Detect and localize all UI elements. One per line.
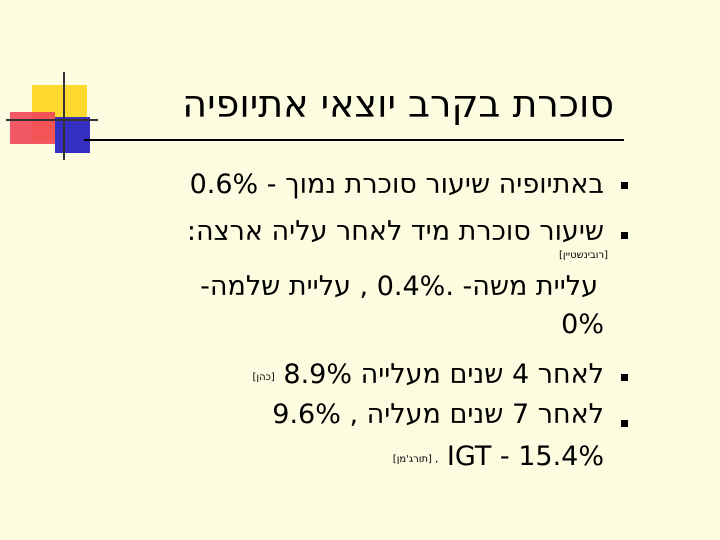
decor-vertical-line <box>63 72 65 160</box>
bullet-text-3: לאחר 4 שנים מעלייה 8.9% <box>283 359 604 390</box>
bullet-marker-1 <box>621 182 628 189</box>
decor-blue-square <box>55 117 90 153</box>
bullet-text-1: באתיופיה שיעור סוכרת נמוך - 0.6% <box>189 169 604 200</box>
decor-red-square <box>10 112 55 144</box>
title-underline <box>84 139 624 141</box>
bullet-marker-3 <box>621 374 628 381</box>
citation-turgeman: , [תורג'מן] <box>392 454 439 465</box>
sub-line-2: 0% <box>561 309 604 340</box>
bullet-row-3: לאחר 4 שנים מעלייה 8.9% [כהן] <box>252 358 604 395</box>
sub-line-1: עליית משה- .0.4% , עליית שלמה- <box>200 271 598 302</box>
slide-title: סוכרת בקרב יוצאי אתיופיה <box>182 82 614 126</box>
citation-rubinstein: [רובינשטיין] <box>559 250 608 261</box>
bullet-text-2: שיעור סוכרת מיד לאחר עליה ארצה: <box>186 216 604 247</box>
igt-row: IGT - 15.4% , [תורג'מן] <box>393 440 604 477</box>
citation-cohen: [כהן] <box>252 372 275 383</box>
bullet-text-4: לאחר 7 שנים מעליה , 9.6% <box>272 399 604 430</box>
decor-horizontal-line <box>6 119 98 121</box>
bullet-marker-2 <box>621 232 628 239</box>
bullet-marker-4 <box>621 420 628 427</box>
igt-text: IGT - 15.4% <box>446 441 604 472</box>
